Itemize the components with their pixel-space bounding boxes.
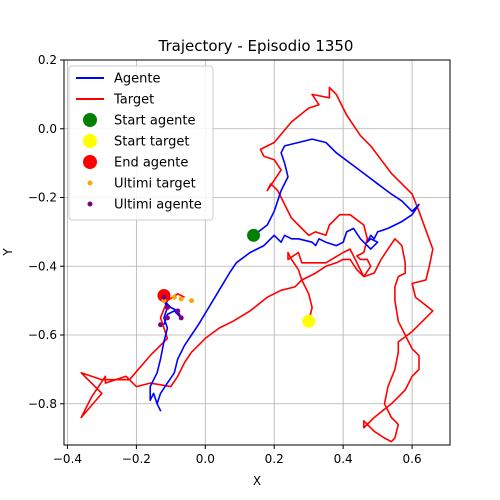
ultimi-target-point <box>178 296 184 302</box>
y-tick-label: 0.2 <box>38 53 57 67</box>
x-tick-label: 0.6 <box>403 452 422 466</box>
legend-swatch-start-target <box>83 134 97 148</box>
y-tick-label: −0.8 <box>28 397 57 411</box>
y-tick-label: −0.2 <box>28 191 57 205</box>
ultimi-agente-point <box>175 308 181 314</box>
legend-label-end-agente: End agente <box>114 156 188 171</box>
y-tick-label: 0.0 <box>38 122 57 136</box>
target-line <box>80 86 434 443</box>
ultimi-target-point <box>161 298 167 304</box>
ultimi-target-point <box>189 298 195 304</box>
start-agente-point <box>247 228 261 242</box>
ultimi-agente-point <box>161 294 167 300</box>
legend-label-ultimi-agente: Ultimi agente <box>114 198 202 213</box>
chart-title: Trajectory - Episodio 1350 <box>158 37 354 55</box>
x-axis-label: X <box>253 474 261 488</box>
start-target-point <box>302 314 316 328</box>
legend-label-agente: Agente <box>114 72 160 87</box>
legend-swatch-start-agente <box>83 113 97 127</box>
agente-line <box>149 138 420 412</box>
legend-label-start-target: Start target <box>114 135 189 150</box>
x-tick-label: −0.4 <box>53 452 82 466</box>
legend-swatch-end-agente <box>83 155 97 169</box>
y-tick-label: −0.4 <box>28 259 57 273</box>
axis-ticks: −0.4 −0.2 0.0 0.2 0.4 0.6 0.2 0.0 −0.2 −0.4 −0.6 −0… <box>28 53 422 466</box>
x-tick-label: 0.0 <box>196 452 215 466</box>
legend: Agente Target Start agente Start target End … <box>68 65 214 221</box>
series-layer <box>80 86 434 443</box>
x-tick-label: 0.2 <box>265 452 284 466</box>
ultimi-agente-point <box>158 322 163 328</box>
ultimi-agente-point <box>178 315 184 321</box>
x-tick-label: −0.2 <box>122 452 151 466</box>
y-tick-label: −0.6 <box>28 328 57 342</box>
legend-label-start-agente: Start agente <box>114 114 195 129</box>
ultimi-agente-point <box>164 315 170 321</box>
plot-frame <box>63 59 451 446</box>
legend-swatch-ultimi-target <box>87 180 93 186</box>
legend-swatch-ultimi-agente <box>87 201 93 207</box>
x-tick-label: 0.4 <box>334 452 353 466</box>
legend-label-ultimi-target: Ultimi target <box>114 177 196 192</box>
y-axis-label: Y <box>1 248 15 257</box>
legend-label-target: Target <box>113 93 154 108</box>
ultimi-target-point <box>171 294 177 300</box>
legend-box <box>68 65 214 221</box>
ultimi-agente-point <box>164 305 170 310</box>
